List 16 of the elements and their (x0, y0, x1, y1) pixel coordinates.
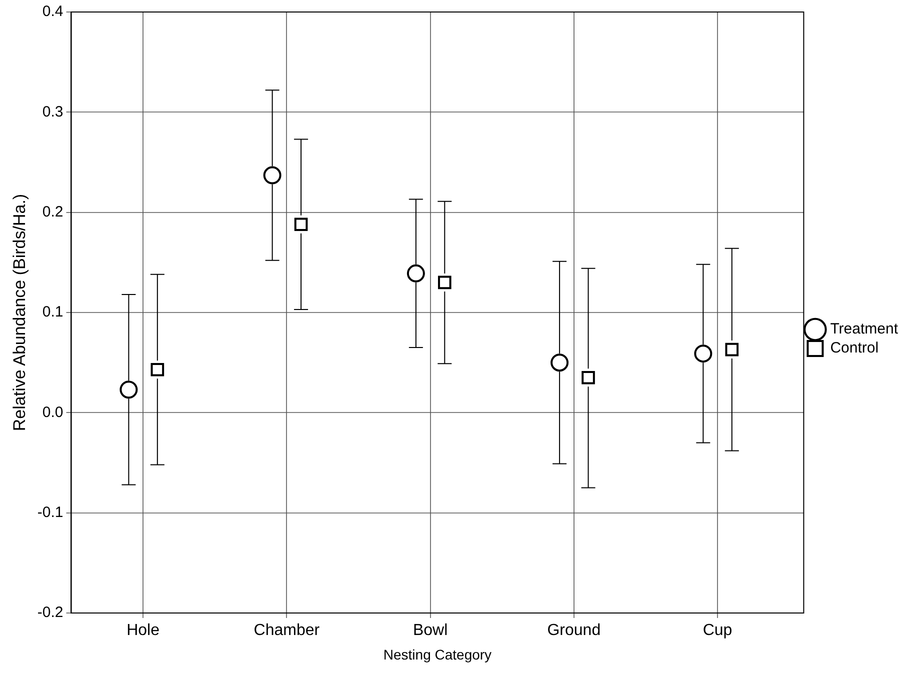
x-tick-label: Cup (702, 622, 732, 640)
legend-label: Treatment (830, 320, 899, 338)
y-tick-label: 0.1 (42, 304, 64, 321)
y-tick-label: 0.0 (42, 404, 64, 421)
x-axis-title: Nesting Category (383, 646, 492, 662)
x-tick-label: Chamber (254, 622, 320, 640)
legend-label: Control (830, 340, 879, 357)
y-tick-label: -0.1 (37, 504, 64, 521)
y-tick-label: 0.3 (42, 103, 64, 120)
y-tick-label: 0.2 (42, 203, 64, 220)
y-tick-label: 0.4 (42, 3, 64, 20)
y-axis-title: Relative Abundance (Birds/Ha.) (10, 194, 29, 432)
x-tick-label: Hole (126, 622, 160, 640)
x-tick-label: Bowl (412, 622, 448, 640)
x-tick-label: Ground (547, 622, 601, 640)
y-tick-label: -0.2 (37, 604, 64, 622)
